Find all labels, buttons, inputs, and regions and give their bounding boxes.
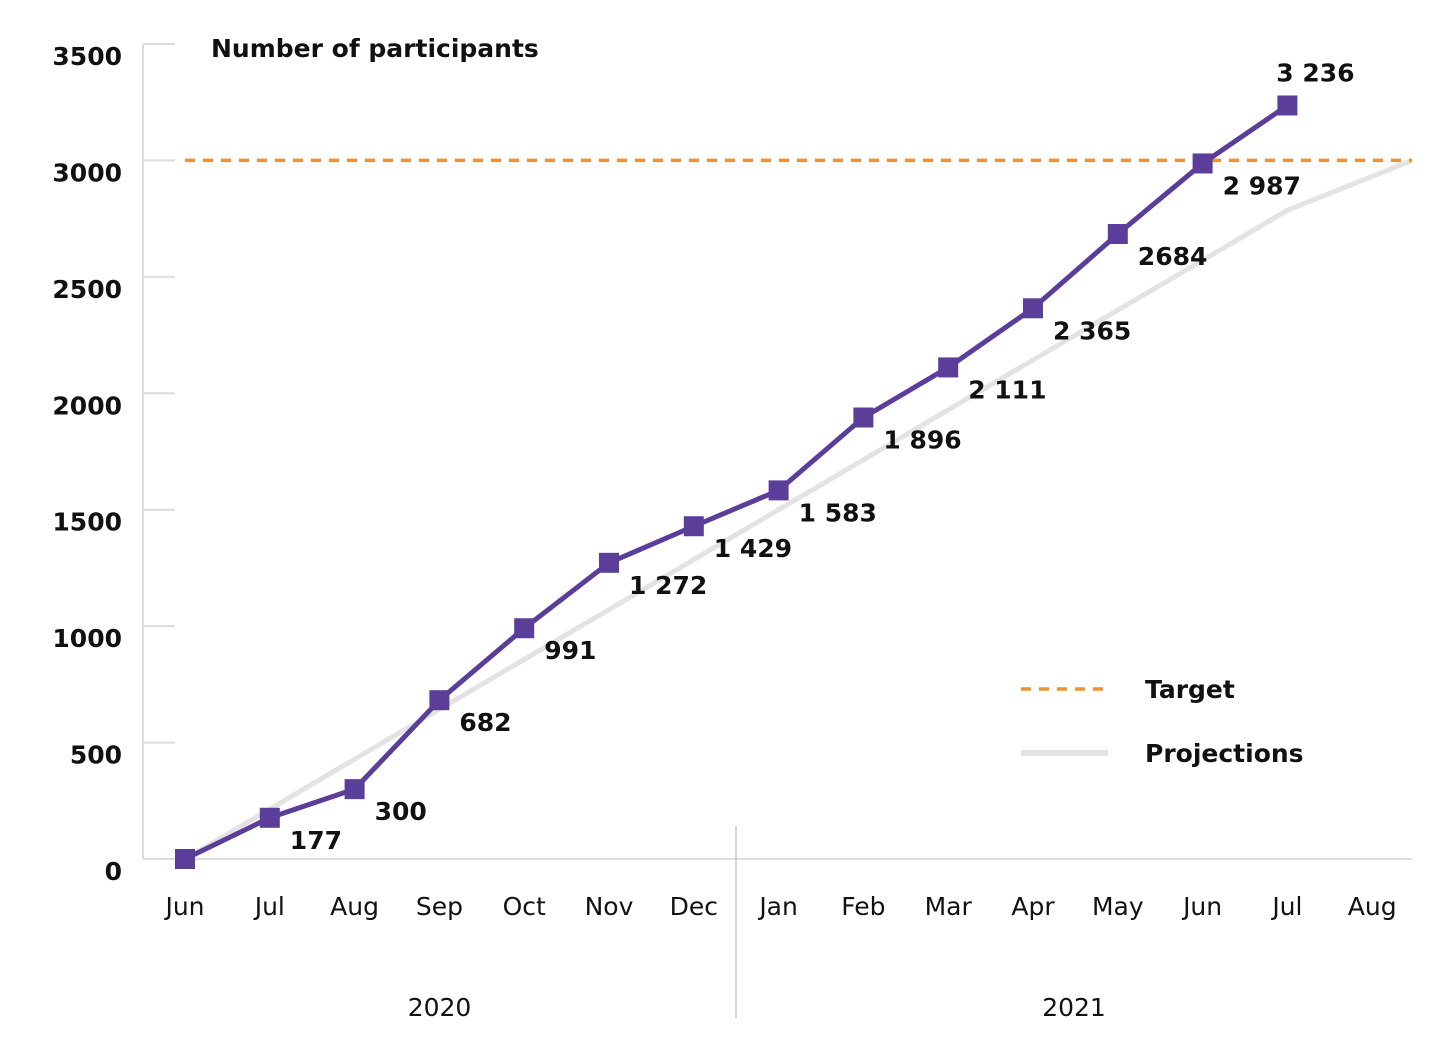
x-tick-label: Jun — [163, 892, 204, 921]
y-tick-label: 1000 — [52, 624, 122, 653]
y-tick-label: 3500 — [52, 42, 122, 71]
data-label: 177 — [290, 826, 342, 855]
data-label: 2 111 — [968, 375, 1046, 404]
data-point-marker — [768, 480, 789, 501]
data-point-marker — [1277, 95, 1298, 116]
x-tick-label: Jul — [1270, 892, 1302, 921]
data-label: 2 987 — [1223, 171, 1301, 200]
y-tick-label: 500 — [70, 741, 122, 770]
y-tick-label: 2000 — [52, 391, 122, 420]
data-label: 1 429 — [714, 534, 792, 563]
data-point-marker — [853, 407, 874, 428]
x-tick-label: Jun — [1181, 892, 1222, 921]
year-label: 2020 — [408, 993, 472, 1022]
data-label: 1 272 — [629, 571, 707, 600]
x-axis-ticks: Jun Jul Aug Sep Oct Nov Dec Jan Feb Mar Apr May Jun J… — [163, 892, 1396, 921]
data-point-marker — [599, 552, 619, 573]
data-point-marker — [1107, 224, 1128, 245]
data-label: 991 — [544, 636, 596, 665]
y-axis-ticks: 0 500 1000 1500 2000 2500 3000 3500 — [52, 42, 175, 886]
year-labels: 2020 2021 — [408, 993, 1106, 1022]
data-point-marker — [1023, 298, 1043, 319]
data-point-marker — [259, 807, 280, 828]
chart-title: Number of participants — [211, 34, 539, 63]
data-point-marker — [514, 618, 535, 639]
data-point-marker — [938, 357, 959, 378]
x-tick-label: Dec — [670, 892, 718, 921]
data-point-marker — [429, 690, 450, 711]
data-label: 1 896 — [883, 426, 961, 455]
y-tick-label: 2500 — [52, 275, 122, 304]
x-tick-label: Feb — [841, 892, 885, 921]
x-tick-label: Aug — [1348, 892, 1397, 921]
data-label: 300 — [375, 797, 427, 826]
data-label: 2684 — [1138, 242, 1208, 271]
year-label: 2021 — [1042, 993, 1106, 1022]
data-label: 1 583 — [799, 498, 877, 527]
y-tick-label: 0 — [105, 857, 122, 886]
legend-label-target: Target — [1145, 675, 1235, 704]
participants-line — [183, 103, 1289, 862]
x-tick-label: Jul — [253, 892, 285, 921]
data-label: 2 365 — [1053, 316, 1131, 345]
data-point-marker — [683, 516, 704, 537]
x-tick-label: Aug — [330, 892, 379, 921]
x-tick-label: Nov — [585, 892, 634, 921]
legend-label-projections: Projections — [1145, 739, 1304, 768]
legend: Target Projections — [1021, 675, 1304, 768]
x-tick-label: Apr — [1011, 892, 1055, 921]
x-tick-label: Mar — [925, 892, 973, 921]
data-point-marker — [344, 779, 365, 800]
data-point-marker — [1192, 153, 1213, 174]
x-tick-label: May — [1092, 892, 1144, 921]
y-tick-label: 3000 — [52, 158, 122, 187]
data-point-marker — [175, 849, 195, 869]
y-tick-label: 1500 — [52, 508, 122, 537]
data-label: 682 — [459, 708, 511, 737]
projections-line — [183, 158, 1413, 862]
x-tick-label: Sep — [416, 892, 463, 921]
series-layer — [175, 95, 1413, 869]
data-label: 3 236 — [1276, 58, 1354, 87]
x-tick-label: Oct — [503, 892, 546, 921]
x-tick-label: Jan — [757, 892, 798, 921]
